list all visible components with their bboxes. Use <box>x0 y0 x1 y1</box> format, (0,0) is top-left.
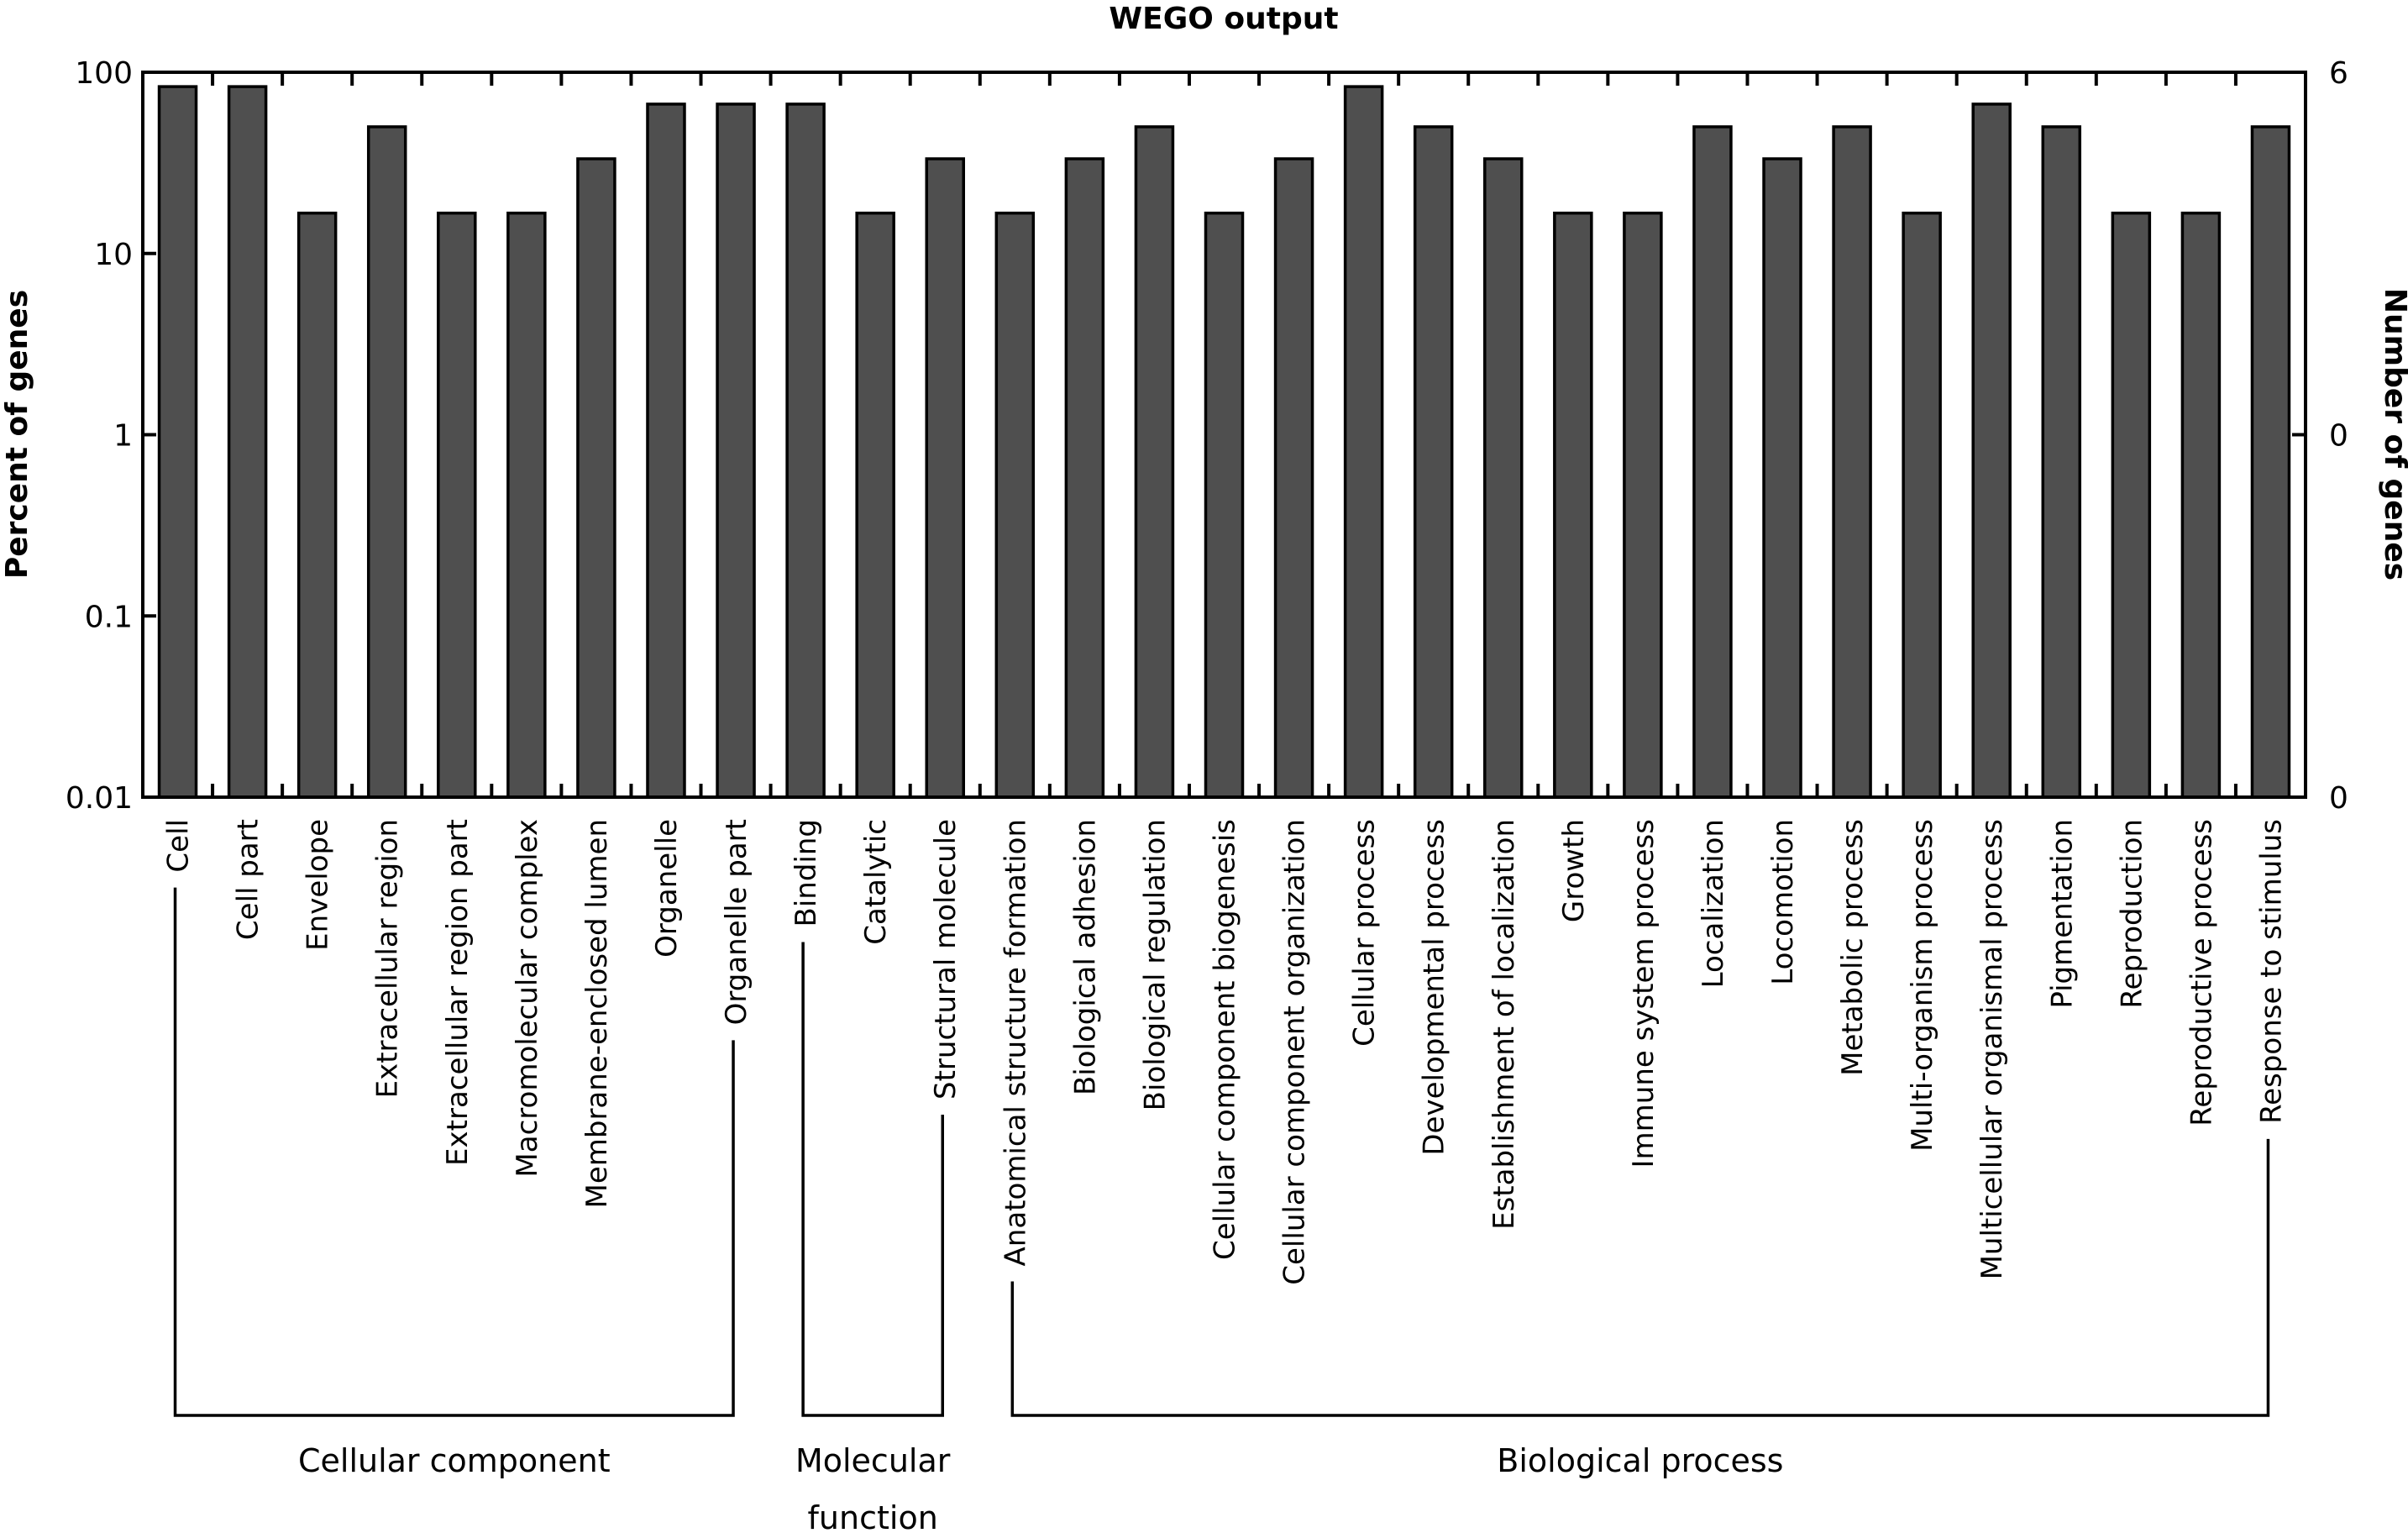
category-label: Establishment of localization <box>1487 819 1521 1230</box>
category-label: Metabolic process <box>1836 819 1870 1076</box>
category-label: Response to stimulus <box>2254 819 2288 1124</box>
y-tick-label-left: 100 <box>75 56 133 91</box>
bar-metabolic-process <box>1832 125 1872 799</box>
bar-immune-system-process <box>1623 211 1663 799</box>
bar-biological-regulation <box>1134 125 1175 799</box>
bar-developmental-process <box>1413 125 1454 799</box>
category-label: Cellular process <box>1348 819 1382 1047</box>
group-label: Biological process <box>1497 1442 1783 1479</box>
bar-response-to-stimulus <box>2250 125 2291 799</box>
bar-envelope <box>296 211 338 799</box>
bar-cell-part <box>227 85 268 799</box>
ticks-group: 100 10 1 0.1 0.01 6 0 0 <box>66 56 2348 816</box>
bar-growth <box>1553 211 1593 799</box>
bar-extracellular-region-part <box>437 211 477 799</box>
bar-catalytic <box>855 211 895 799</box>
category-label: Growth <box>1557 819 1591 922</box>
category-label: Organelle part <box>720 819 753 1025</box>
bar-multi-organism-process <box>1902 211 1942 799</box>
bar-cellular-component-organization <box>1273 157 1314 799</box>
bar-organelle-part <box>716 102 756 799</box>
category-label: Cell part <box>232 819 265 940</box>
category-label: Extracellular region part <box>441 819 475 1166</box>
y-tick-label-left: 1 <box>113 419 133 454</box>
bar-locomotion <box>1762 157 1802 799</box>
y-axis-label-right: Number of genes <box>2378 288 2408 580</box>
group-label: Cellular component <box>298 1442 611 1479</box>
category-label: Biological regulation <box>1138 819 1172 1110</box>
category-label: Anatomical structure formation <box>999 819 1032 1266</box>
category-label: Cellular component biogenesis <box>1209 819 1242 1260</box>
category-label: Locomotion <box>1766 819 1800 985</box>
group-bracket <box>801 942 944 1417</box>
group-bracket <box>173 887 735 1417</box>
bar-reproduction <box>2111 211 2152 799</box>
y-tick-label-left: 0.01 <box>66 781 133 816</box>
bar-biological-adhesion <box>1064 157 1105 799</box>
bar-structural-molecule <box>925 157 965 799</box>
y-tick-label-right: 0 <box>2329 419 2348 454</box>
chart-title: WEGO output <box>1109 2 1338 36</box>
category-labels: Cell Cell part Envelope Extracellular regio… <box>162 819 2289 1285</box>
category-label: Pigmentation <box>2045 819 2079 1009</box>
category-label: Envelope <box>302 819 335 951</box>
category-label: Cell <box>162 819 196 873</box>
category-label: Reproductive process <box>2185 819 2218 1126</box>
bar-extracellular-region <box>366 125 407 799</box>
y-axis-label-left: Percent of genes <box>0 290 34 579</box>
category-label: Immune system process <box>1627 819 1660 1168</box>
category-label: Multicellular organismal process <box>1975 819 2009 1279</box>
bar-binding <box>785 102 826 799</box>
bar-cellular-component-biogenesis <box>1204 211 1245 799</box>
bar-membrane-enclosed-lumen <box>576 157 616 799</box>
y-tick-label-right: 6 <box>2329 56 2348 91</box>
bars-group <box>157 85 2291 799</box>
category-label: Binding <box>790 819 823 927</box>
bar-macromolecular-complex <box>506 211 547 799</box>
bar-multicellular-organismal-process <box>1971 102 2012 799</box>
category-label: Multi-organism process <box>1906 819 1939 1152</box>
group-bracket <box>1010 1138 2270 1417</box>
bar-organelle <box>646 102 686 799</box>
category-label: Localization <box>1697 819 1730 988</box>
category-label: Macromolecular complex <box>511 819 544 1178</box>
bar-cellular-process <box>1343 85 1384 799</box>
group-label: Molecular <box>795 1442 951 1479</box>
group-brackets: Cellular component Molecular function Biolo… <box>173 887 2270 1533</box>
bar-pigmentation <box>2041 125 2082 799</box>
category-label: Reproduction <box>2115 819 2148 1009</box>
y-tick-label-left: 0.1 <box>85 600 133 634</box>
category-label: Developmental process <box>1418 819 1451 1156</box>
bar-cell <box>157 85 198 799</box>
category-label: Extracellular region <box>371 819 405 1098</box>
category-label: Biological adhesion <box>1068 819 1102 1095</box>
y-tick-label-right: 0 <box>2329 781 2348 816</box>
bar-anatomical-structure-formation <box>994 211 1036 799</box>
group-label: function <box>808 1499 938 1533</box>
y-tick-label-left: 10 <box>94 238 133 272</box>
category-label: Catalytic <box>859 819 893 945</box>
category-label: Membrane-enclosed lumen <box>580 819 614 1209</box>
category-label: Cellular component organization <box>1278 819 1312 1285</box>
category-label: Organelle <box>650 819 684 958</box>
bar-localization <box>1692 125 1733 799</box>
bar-establishment-of-localization <box>1483 157 1524 799</box>
bar-reproductive-process <box>2180 211 2222 799</box>
category-label: Structural molecule <box>929 819 963 1100</box>
